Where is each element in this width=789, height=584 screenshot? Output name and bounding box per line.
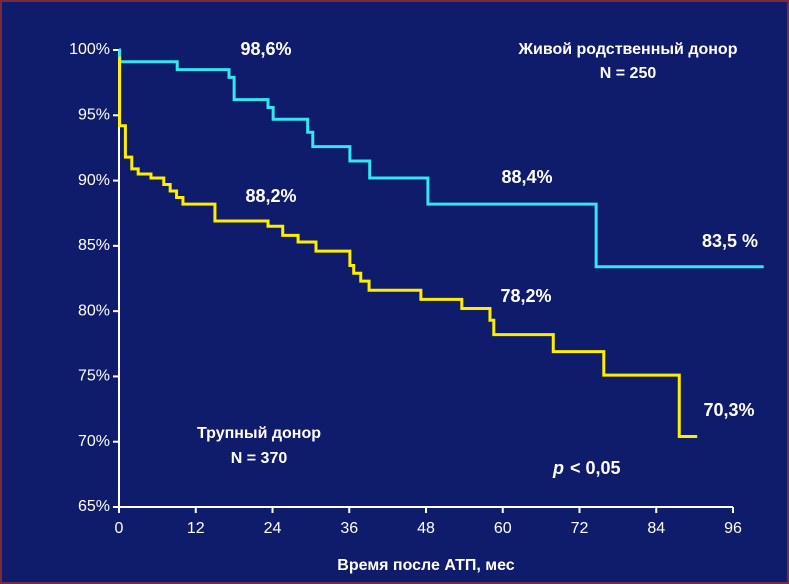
x-tick-label: 36 [340,520,358,537]
x-tick-label: 12 [187,520,205,537]
annotation: p [552,458,564,478]
y-tick-label: 95% [78,107,110,124]
y-tick-label: 100% [69,41,110,58]
annotation: N = 370 [231,450,288,467]
legend-label: Трупный донор [197,425,321,442]
km-curve [118,56,698,438]
annotation: 83,5 % [702,231,758,251]
y-tick-label: 80% [78,302,110,319]
annotation: 70,3% [703,400,754,420]
annotation: 78,2% [500,286,551,306]
annotation: N = 250 [600,65,657,82]
x-tick-label: 24 [264,520,282,537]
annotation: 88,4% [501,167,552,187]
x-tick-label: 0 [115,520,124,537]
x-tick-label: 96 [724,520,742,537]
y-tick-label: 70% [78,433,110,450]
x-tick-label: 84 [647,520,665,537]
y-tick-label: 65% [78,498,110,515]
y-tick-label: 85% [78,237,110,254]
annotation: < 0,05 [570,458,621,478]
y-tick-label: 90% [78,172,110,189]
x-tick-label: 72 [571,520,589,537]
y-tick-label: 75% [78,368,110,385]
annotation: 88,2% [245,186,296,206]
legend-label: Живой родственный донор [518,41,738,58]
x-tick-label: 60 [494,520,512,537]
x-axis-label: Время после АТП, мес [337,557,515,574]
km-curve [118,48,764,269]
x-tick-label: 48 [417,520,435,537]
annotation: 98,6% [240,39,291,59]
